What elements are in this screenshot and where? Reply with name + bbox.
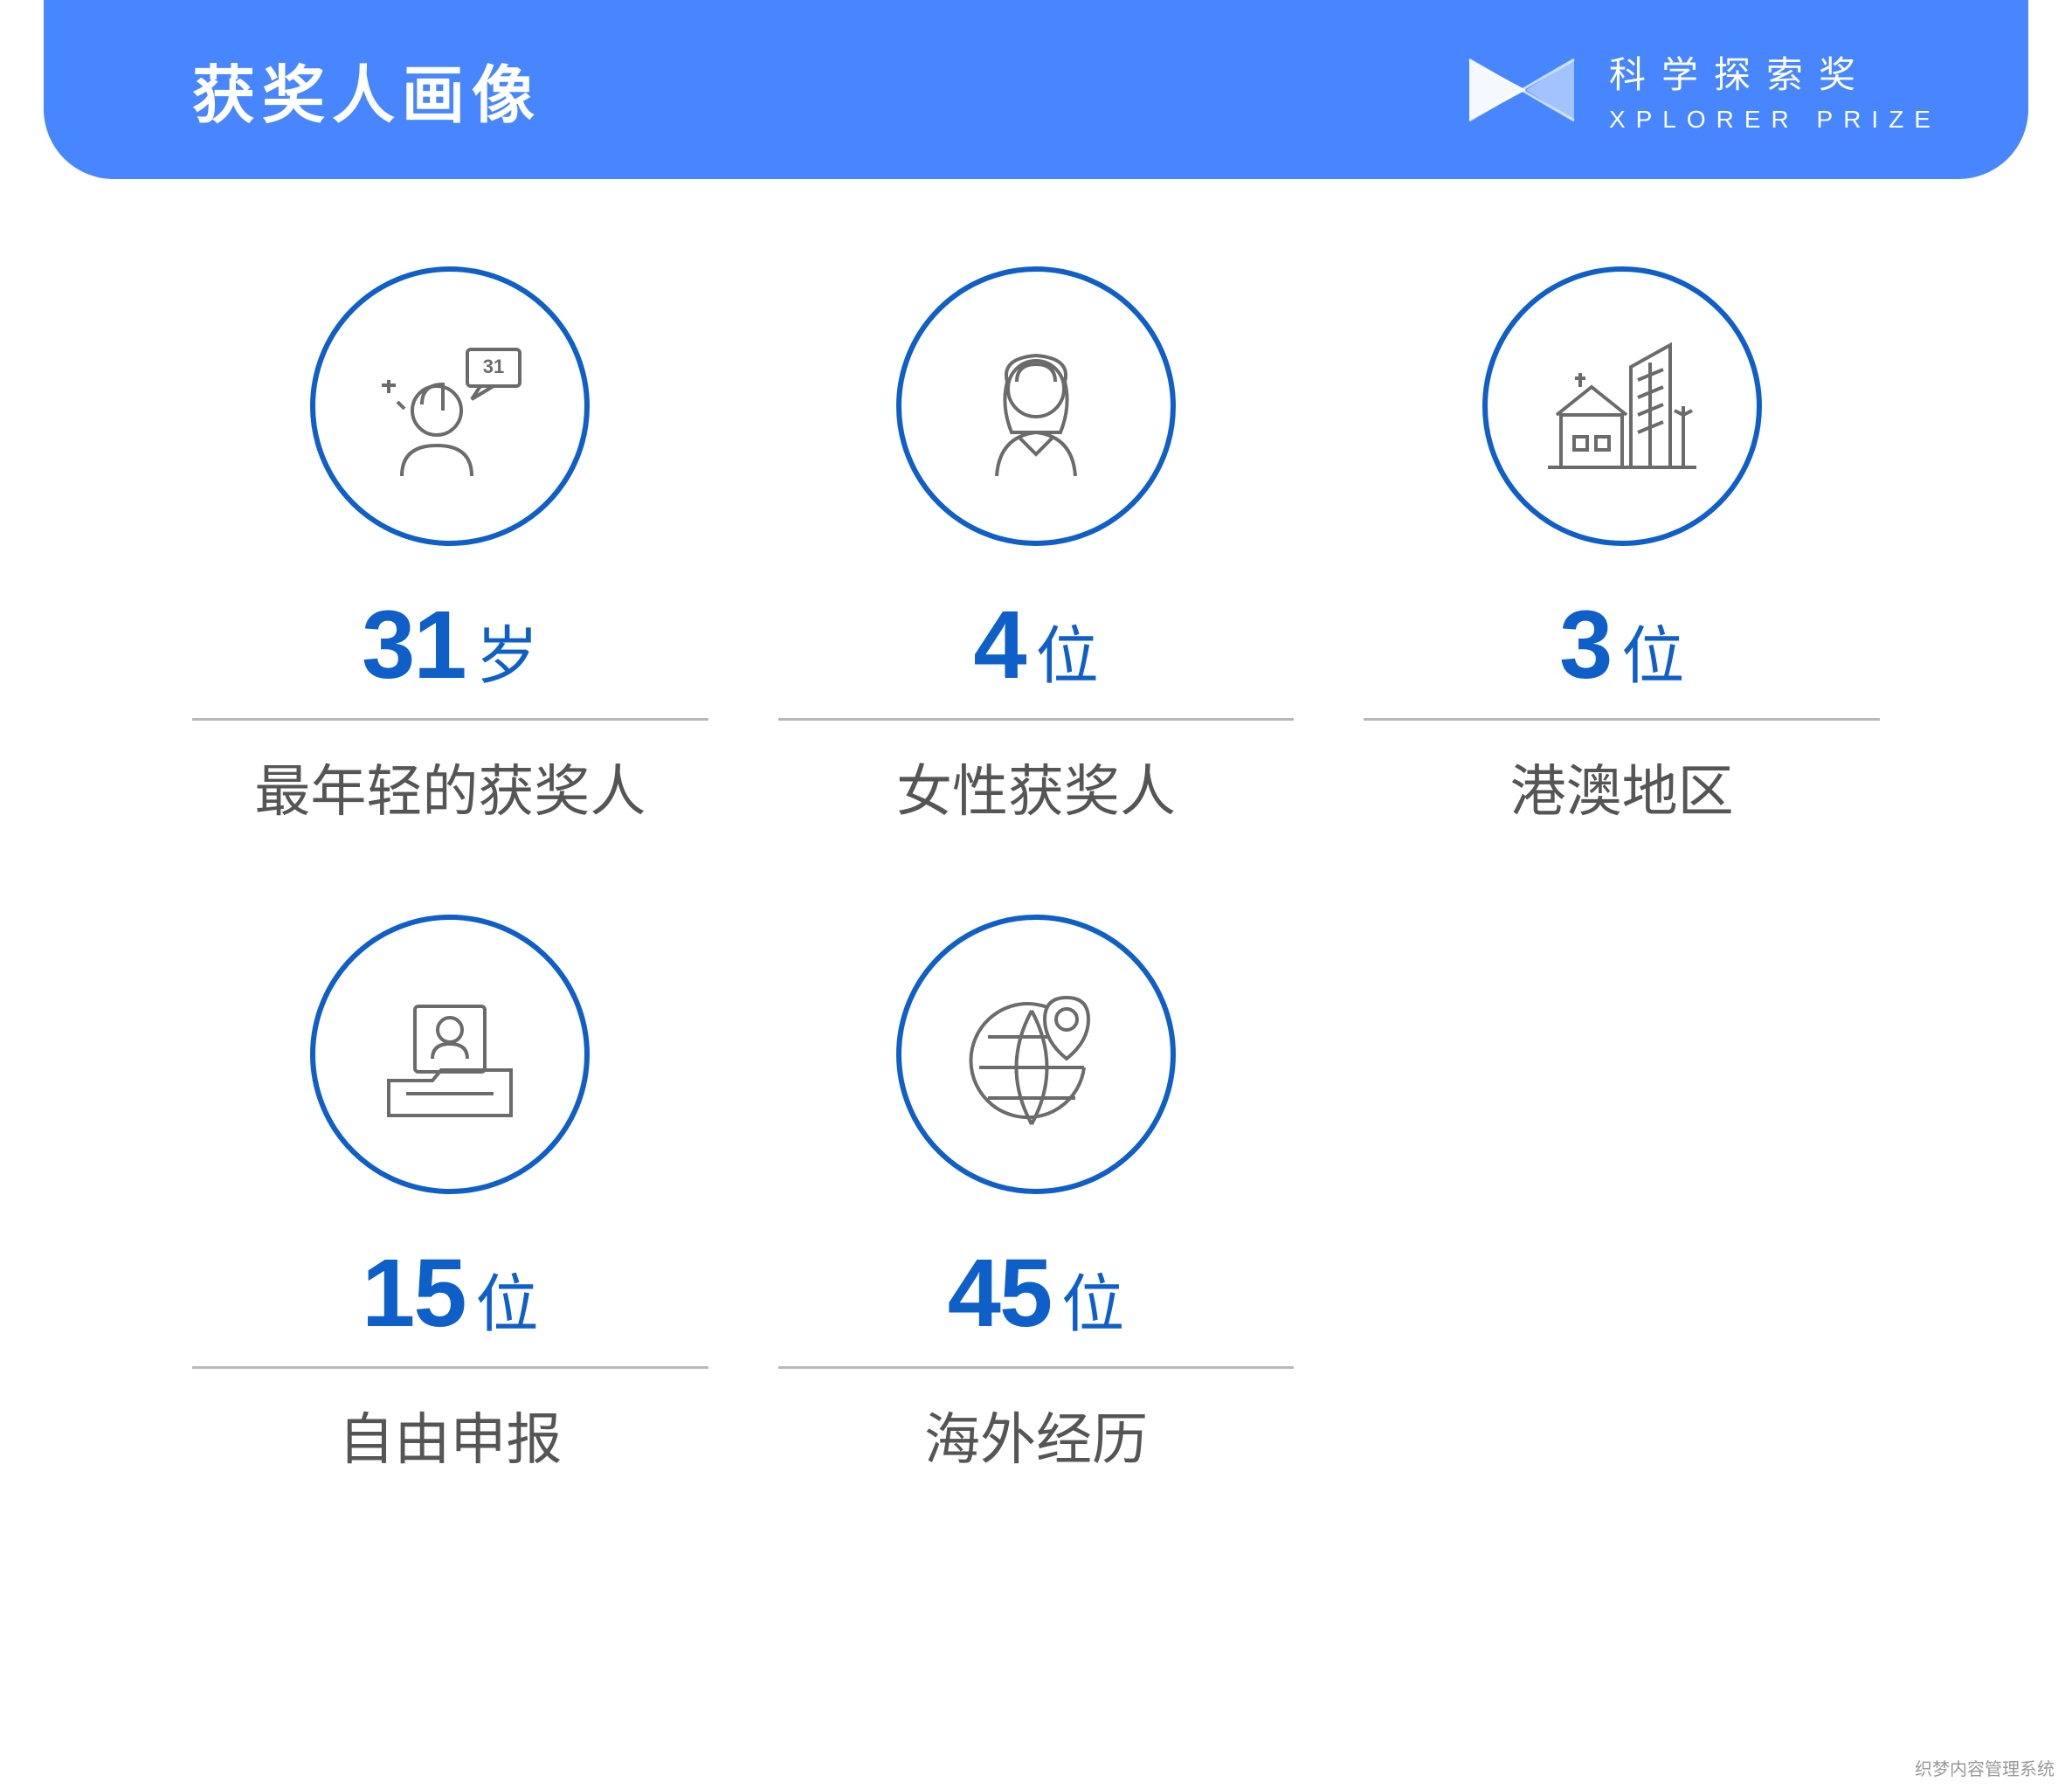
stat-unit: 位 xyxy=(476,1253,539,1344)
icon-circle xyxy=(310,915,590,1194)
stat-number: 45 xyxy=(948,1238,1051,1349)
stat-unit: 位 xyxy=(1036,604,1099,696)
stat-line: 45 位 xyxy=(778,1238,1295,1369)
globe-pin-icon xyxy=(949,967,1123,1142)
logo-text: 科学探索奖 XPLORER PRIZE xyxy=(1609,45,1941,134)
person-speech-icon: 31 xyxy=(363,319,537,494)
stat-line: 31 岁 xyxy=(192,590,708,721)
stat-label: 海外经历 xyxy=(924,1395,1148,1475)
stat-line: 15 位 xyxy=(192,1238,708,1369)
logo-text-cn: 科学探索奖 xyxy=(1609,45,1941,99)
stat-line: 3 位 xyxy=(1364,590,1880,721)
stat-unit: 位 xyxy=(1061,1253,1124,1344)
stat-number: 4 xyxy=(973,590,1025,701)
stat-label: 最年轻的获奖人 xyxy=(254,747,646,827)
stat-card-hkm: 3 位 港澳地区 xyxy=(1364,266,1880,827)
stat-card-youngest: 31 31 岁 最年轻的获奖人 xyxy=(192,266,708,827)
female-person-icon xyxy=(949,319,1123,494)
stat-label: 港澳地区 xyxy=(1510,747,1734,827)
stat-unit: 岁 xyxy=(476,604,539,696)
stat-card-overseas: 45 位 海外经历 xyxy=(778,915,1295,1475)
stat-number: 15 xyxy=(362,1238,465,1349)
icon-circle xyxy=(896,915,1176,1194)
stat-number: 3 xyxy=(1559,590,1611,701)
icon-circle: 31 xyxy=(310,266,590,546)
stats-grid: 31 31 岁 最年轻的获奖人 4 位 女性获奖人 xyxy=(0,179,2072,1545)
watermark: 织梦内容管理系统 xyxy=(1915,1755,2055,1780)
buildings-icon xyxy=(1535,319,1709,494)
stat-label: 自由申报 xyxy=(338,1395,562,1475)
xplorer-logo-icon xyxy=(1461,46,1583,134)
stat-label: 女性获奖人 xyxy=(896,747,1176,827)
logo-text-en: XPLORER PRIZE xyxy=(1609,106,1941,134)
stat-card-apply: 15 位 自由申报 xyxy=(192,915,708,1475)
folder-profile-icon xyxy=(363,967,537,1142)
svg-text:31: 31 xyxy=(483,356,504,377)
stat-number: 31 xyxy=(362,590,465,701)
page-title: 获奖人画像 xyxy=(192,44,542,135)
stat-line: 4 位 xyxy=(778,590,1295,721)
icon-circle xyxy=(1482,266,1762,546)
stat-card-female: 4 位 女性获奖人 xyxy=(778,266,1295,827)
header-banner: 获奖人画像 科学探索奖 XPLORER PRIZE xyxy=(44,0,2028,179)
icon-circle xyxy=(896,266,1176,546)
logo-section: 科学探索奖 XPLORER PRIZE xyxy=(1461,45,1941,134)
stat-unit: 位 xyxy=(1621,604,1684,696)
